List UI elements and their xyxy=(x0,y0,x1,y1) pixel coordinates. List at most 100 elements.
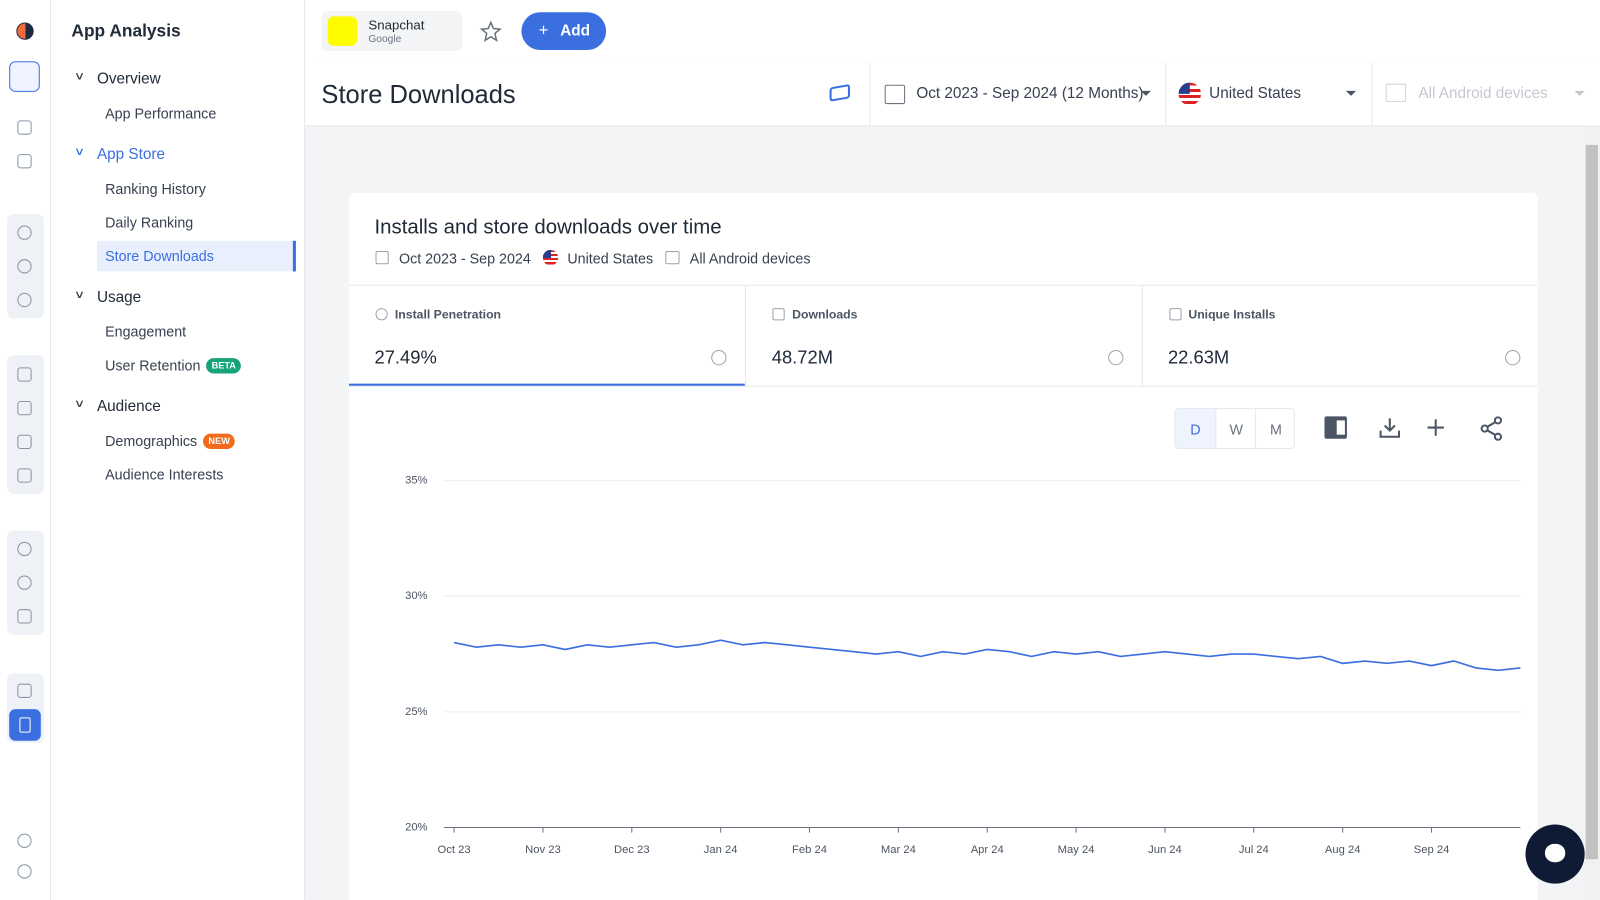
rail-icon[interactable] xyxy=(17,259,32,274)
sidebar: App Analysis ∨ Overview App Performance ∨ Ap… xyxy=(51,0,306,900)
x-tick-label: Jul 24 xyxy=(1239,844,1269,856)
nav-section[interactable]: Audience xyxy=(96,397,161,416)
learn-icon[interactable] xyxy=(829,83,850,102)
y-tick-label: 35% xyxy=(405,475,427,487)
granularity-label: D xyxy=(1190,421,1201,438)
card-date-range: Oct 2023 - Sep 2024 xyxy=(398,249,531,267)
badge: BETA xyxy=(206,358,242,374)
rail-icon[interactable] xyxy=(17,541,32,557)
calendar-icon xyxy=(884,84,906,105)
rail-icon[interactable] xyxy=(17,683,32,698)
nav-item[interactable]: Engagement xyxy=(105,323,187,340)
ai-button[interactable] xyxy=(9,61,40,92)
granularity-label: M xyxy=(1270,421,1282,438)
badge: NEW xyxy=(203,433,235,449)
rail-icon[interactable] xyxy=(17,225,32,240)
chevron[interactable]: ∨ xyxy=(73,70,86,83)
nav-item[interactable]: Daily Ranking xyxy=(105,214,194,231)
info-icon[interactable] xyxy=(1108,349,1124,366)
rail-icon[interactable] xyxy=(17,434,32,449)
rail-icon[interactable] xyxy=(17,864,32,879)
x-tick-label: Jun 24 xyxy=(1148,844,1182,856)
devices-select[interactable]: All Android devices xyxy=(1418,84,1548,103)
x-tick-label: May 24 xyxy=(1058,844,1095,856)
nav-section[interactable]: App Store xyxy=(96,145,166,164)
nav-item[interactable]: Store Downloads xyxy=(105,247,214,265)
metric-tile[interactable]: Downloads 48.72M xyxy=(745,285,1141,386)
info-icon[interactable] xyxy=(711,349,727,366)
nav-item[interactable]: Audience Interests xyxy=(105,466,224,483)
sidebar-title: App Analysis xyxy=(71,21,181,41)
rail-icon[interactable] xyxy=(17,120,32,135)
chevron[interactable]: ∨ xyxy=(73,397,86,411)
nav-item[interactable]: Demographics xyxy=(105,432,198,449)
metric-value: 48.72M xyxy=(771,346,833,368)
metric-tile[interactable]: Install Penetration 27.49% xyxy=(348,286,745,386)
nav-section[interactable]: Usage xyxy=(96,288,142,307)
add-label: Add xyxy=(560,22,590,40)
us-flag xyxy=(1178,82,1202,106)
x-tick-label: Apr 24 xyxy=(971,844,1004,856)
chart: 20% 25% 30% 35% Oct 23 Nov 23 Dec 23 Jan 24 Feb … xyxy=(405,475,1521,856)
card-title: Installs and store downloads over time xyxy=(374,216,722,239)
icon-rail xyxy=(0,0,52,900)
app-store: Google xyxy=(368,33,402,45)
excel-export[interactable] xyxy=(1324,416,1347,439)
rail-active[interactable] xyxy=(9,709,41,741)
rail-icon[interactable] xyxy=(17,292,32,308)
series-line xyxy=(453,639,1521,672)
metric-tile[interactable]: Unique Installs 22.63M xyxy=(1141,285,1537,386)
favorite-star[interactable] xyxy=(479,20,502,42)
granularity-option[interactable]: M xyxy=(1255,409,1295,448)
chat-button[interactable] xyxy=(1525,824,1585,884)
metric-icon xyxy=(772,308,785,321)
metric-label: Unique Installs xyxy=(1188,307,1276,322)
chevron[interactable]: ∨ xyxy=(73,145,86,159)
nav-section[interactable]: Overview xyxy=(96,70,161,88)
rail-icon[interactable] xyxy=(17,575,32,590)
share-button[interactable] xyxy=(1480,416,1504,441)
rail-icon[interactable] xyxy=(17,154,32,169)
granularity-option[interactable]: W xyxy=(1215,409,1255,448)
rail-group xyxy=(7,355,44,494)
add-metric-button[interactable] xyxy=(1427,418,1445,436)
rail-icon[interactable] xyxy=(17,367,32,382)
rail-icon[interactable] xyxy=(17,401,32,416)
x-tick-label: Jan 24 xyxy=(704,844,738,856)
app-name: Snapchat xyxy=(368,17,425,33)
top-bar: Snapchat Google + Add xyxy=(305,0,1600,65)
nav-item[interactable]: User Retention xyxy=(105,357,201,374)
x-tick-label: Nov 23 xyxy=(525,844,561,856)
x-tick-label: Feb 24 xyxy=(792,844,827,856)
rail-icon[interactable] xyxy=(17,468,32,483)
card-country: United States xyxy=(567,249,654,267)
x-tick-label: Dec 23 xyxy=(614,844,650,856)
rail-icon[interactable] xyxy=(17,609,32,624)
metric-value: 22.63M xyxy=(1167,346,1230,368)
x-tick-label: Sep 24 xyxy=(1414,844,1450,856)
logo xyxy=(16,22,34,40)
download-button[interactable] xyxy=(1379,416,1401,438)
chart-card: Installs and store downloads over time O… xyxy=(348,192,1538,900)
x-tick-label: Mar 24 xyxy=(881,844,916,856)
page-title: Store Downloads xyxy=(321,80,516,110)
nav-item[interactable]: App Performance xyxy=(105,105,217,122)
page-header: Store Downloads Oct 2023 - Sep 2024 (12 … xyxy=(305,63,1600,127)
info-icon[interactable] xyxy=(1504,349,1520,366)
granularity-label: W xyxy=(1229,421,1243,438)
metric-value: 27.49% xyxy=(374,346,437,368)
date-range-select[interactable]: Oct 2023 - Sep 2024 (12 Months) xyxy=(916,84,1144,103)
card-devices: All Android devices xyxy=(689,249,811,267)
add-button[interactable]: + Add xyxy=(521,12,607,50)
country-select[interactable]: United States xyxy=(1209,84,1302,103)
chevron[interactable]: ∨ xyxy=(73,288,86,302)
scrollbar[interactable] xyxy=(1583,126,1600,900)
app-chip[interactable]: Snapchat Google xyxy=(321,11,463,52)
x-tick-label: Aug 24 xyxy=(1325,844,1361,856)
nav-item[interactable]: Ranking History xyxy=(105,180,206,197)
granularity-option[interactable]: D xyxy=(1175,409,1216,448)
metric-icon xyxy=(1168,308,1182,321)
rail-icon[interactable] xyxy=(17,833,32,848)
